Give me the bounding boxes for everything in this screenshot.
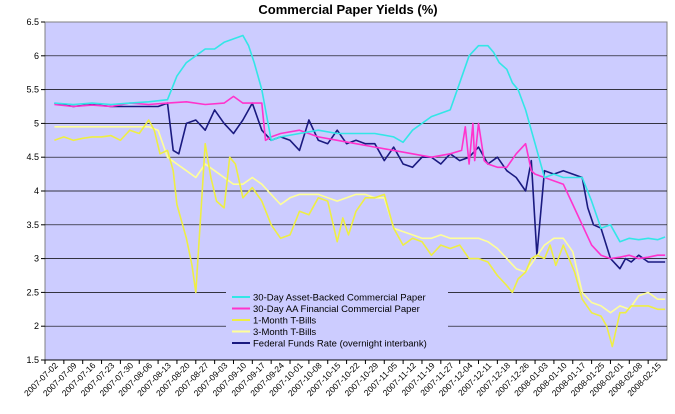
legend-label: 1-Month T-Bills (253, 316, 316, 327)
grid-lines (45, 55, 667, 327)
legend-label: Federal Funds Rate (overnight interbank) (253, 339, 427, 350)
series-line-1 (54, 95, 666, 260)
legend-label: 30-Day AA Financial Commercial Paper (253, 304, 420, 315)
y-tick-label: 3.5 (26, 220, 39, 230)
series-line-2 (54, 119, 666, 348)
series-lines (54, 34, 666, 348)
y-tick-label: 6 (34, 51, 39, 61)
legend-label: 30-Day Asset-Backed Commercial Paper (253, 293, 426, 304)
y-tick-label: 4 (34, 186, 39, 196)
y-tick-label: 5 (34, 118, 39, 128)
x-axis: 2007-07-022007-07-092007-07-162007-07-23… (22, 359, 667, 398)
y-axis: 1.5 2 2.5 3 3.5 4 4.5 5 5.5 6 6.5 (26, 17, 45, 365)
y-tick-label: 6.5 (26, 17, 39, 27)
series-line-0 (54, 34, 666, 243)
y-tick-label: 1.5 (26, 355, 39, 365)
legend: 30-Day Asset-Backed Commercial Paper30-D… (226, 292, 448, 352)
y-tick-label: 2.5 (26, 287, 39, 297)
y-tick-label: 2 (34, 321, 39, 331)
y-tick-label: 3 (34, 254, 39, 264)
legend-box (226, 292, 448, 352)
y-tick-label: 5.5 (26, 85, 39, 95)
series-line-4 (54, 102, 666, 270)
chart-title: Commercial Paper Yields (%) (258, 2, 437, 17)
legend-label: 3-Month T-Bills (253, 327, 316, 338)
y-tick-label: 4.5 (26, 152, 39, 162)
